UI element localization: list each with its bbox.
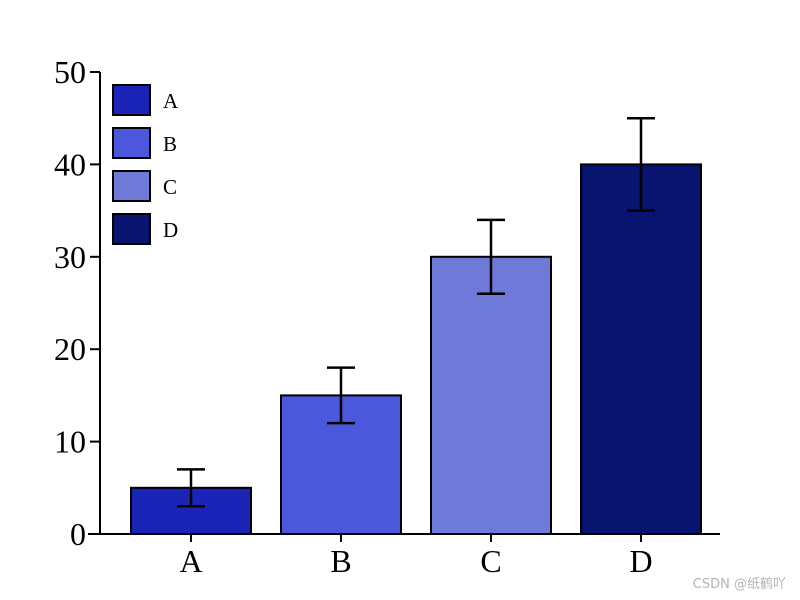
y-tick-label: 30: [54, 239, 86, 275]
legend-swatch-a: [112, 84, 151, 116]
y-tick-label: 20: [54, 331, 86, 367]
x-tick-label: B: [330, 543, 351, 579]
legend-swatch-c: [112, 170, 151, 202]
legend-label-d: D: [163, 218, 178, 242]
legend-swatch-b: [112, 127, 151, 159]
bar-c: [430, 255, 552, 535]
error-bars: [177, 116, 655, 508]
y-tick-label: 50: [54, 54, 86, 90]
y-tick-label: 10: [54, 424, 86, 460]
x-tick-label: C: [480, 543, 501, 579]
watermark: CSDN @纸鹤吖: [692, 577, 786, 592]
legend-swatch-d: [112, 213, 151, 245]
axes: [88, 72, 720, 535]
y-ticks: 0 10 20 30 40 50: [54, 54, 100, 552]
y-tick-label: 40: [54, 146, 86, 182]
legend-label-b: B: [163, 132, 177, 156]
x-tick-label: A: [179, 543, 202, 579]
bar-d: [580, 163, 702, 535]
bars: [130, 163, 702, 535]
legend-label-c: C: [163, 175, 177, 199]
x-ticks: A B C D: [179, 534, 653, 579]
y-tick-label: 0: [70, 516, 86, 552]
legend-label-a: A: [163, 89, 179, 113]
x-tick-label: D: [629, 543, 652, 579]
